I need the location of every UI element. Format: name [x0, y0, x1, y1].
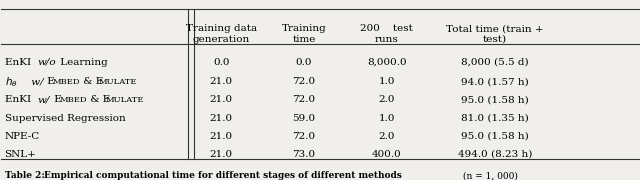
Text: $h_\theta$: $h_\theta$	[4, 75, 17, 89]
Text: (n = 1, 000): (n = 1, 000)	[460, 171, 518, 180]
Text: 73.0: 73.0	[292, 150, 316, 159]
Text: 95.0 (1.58 h): 95.0 (1.58 h)	[461, 132, 529, 141]
Text: 0.0: 0.0	[213, 58, 230, 67]
Text: 72.0: 72.0	[292, 132, 316, 141]
Text: Training
time: Training time	[282, 24, 326, 44]
Text: & E: & E	[87, 95, 110, 104]
Text: E: E	[51, 95, 62, 104]
Text: w/: w/	[38, 95, 50, 104]
Text: 8,000.0: 8,000.0	[367, 58, 407, 67]
Text: EnKI: EnKI	[4, 58, 34, 67]
Text: w/: w/	[28, 77, 43, 86]
Text: EnKI: EnKI	[4, 95, 34, 104]
Text: 494.0 (8.23 h): 494.0 (8.23 h)	[458, 150, 532, 159]
Text: NPE-C: NPE-C	[4, 132, 40, 141]
Text: Learning: Learning	[57, 58, 108, 67]
Text: 2.0: 2.0	[379, 132, 395, 141]
Text: 200    test
runs: 200 test runs	[360, 24, 413, 44]
Text: SNL+: SNL+	[4, 150, 36, 159]
Text: 72.0: 72.0	[292, 77, 316, 86]
Text: 21.0: 21.0	[210, 114, 233, 123]
Text: E: E	[44, 77, 55, 86]
Text: 1.0: 1.0	[379, 77, 395, 86]
Text: 21.0: 21.0	[210, 150, 233, 159]
Text: 2.0: 2.0	[379, 95, 395, 104]
Text: MULATE: MULATE	[99, 78, 138, 86]
Text: 1.0: 1.0	[379, 114, 395, 123]
Text: Total time (train +
test): Total time (train + test)	[447, 24, 544, 44]
Text: 95.0 (1.58 h): 95.0 (1.58 h)	[461, 95, 529, 104]
Text: Training data
generation: Training data generation	[186, 24, 257, 44]
Text: 59.0: 59.0	[292, 114, 316, 123]
Text: 21.0: 21.0	[210, 95, 233, 104]
Text: w/o: w/o	[38, 58, 56, 67]
Text: & E: & E	[80, 77, 103, 86]
Text: 81.0 (1.35 h): 81.0 (1.35 h)	[461, 114, 529, 123]
Text: 8,000 (5.5 d): 8,000 (5.5 d)	[461, 58, 529, 67]
Text: MULATE: MULATE	[106, 96, 145, 104]
Text: Supervised Regression: Supervised Regression	[4, 114, 125, 123]
Text: Table 2:: Table 2:	[4, 171, 47, 180]
Text: 94.0 (1.57 h): 94.0 (1.57 h)	[461, 77, 529, 86]
Text: MBED: MBED	[60, 96, 88, 104]
Text: MBED: MBED	[53, 78, 81, 86]
Text: 21.0: 21.0	[210, 132, 233, 141]
Text: 0.0: 0.0	[296, 58, 312, 67]
Text: 72.0: 72.0	[292, 95, 316, 104]
Text: 400.0: 400.0	[372, 150, 402, 159]
Text: 21.0: 21.0	[210, 77, 233, 86]
Text: Empirical computational time for different stages of different methods: Empirical computational time for differe…	[44, 171, 402, 180]
